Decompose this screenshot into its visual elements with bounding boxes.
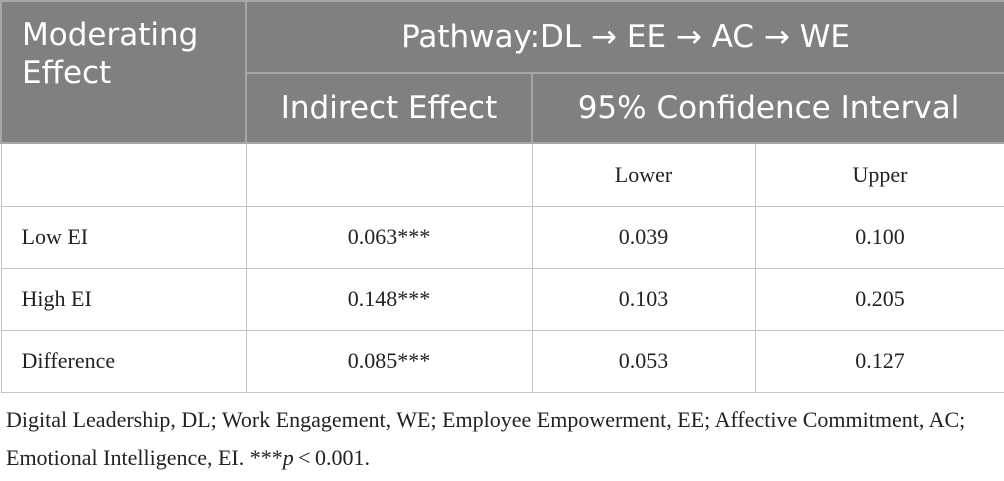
row-header: Moderating Effect — [0, 0, 247, 144]
value-cell: 0.103 — [531, 267, 756, 331]
value-cell: 0.148*** — [245, 267, 533, 331]
data-row: Difference 0.085*** 0.053 0.127 — [0, 329, 1004, 393]
ci-header: 95% Confidence Interval — [530, 72, 1004, 144]
value-cell: 0.085*** — [245, 329, 533, 393]
header-row: Moderating Effect Pathway:DL → EE → AC →… — [0, 0, 1004, 144]
empty-cell — [0, 142, 247, 207]
note-text: Digital Leadership, DL; Work Engagement,… — [6, 406, 966, 470]
pathway-title: Pathway:DL → EE → AC → WE — [244, 0, 1004, 74]
upper-header: Upper — [754, 142, 1004, 207]
row-label: Low EI — [0, 205, 247, 269]
note-italic: p — [282, 444, 294, 470]
data-row: High EI 0.148*** 0.103 0.205 — [0, 267, 1004, 331]
row-label: Difference — [0, 329, 247, 393]
data-row: Low EI 0.063*** 0.039 0.100 — [0, 205, 1004, 269]
value-cell: 0.039 — [531, 205, 756, 269]
header-row: Indirect Effect 95% Confidence Interval — [1, 72, 1004, 144]
footnote: Digital Leadership, DL; Work Engagement,… — [6, 401, 998, 477]
indirect-header: Indirect Effect — [245, 72, 533, 144]
lower-header: Lower — [531, 142, 756, 207]
value-cell: 0.205 — [754, 267, 1004, 331]
note-tail: < 0.001. — [293, 444, 370, 470]
value-cell: 0.053 — [531, 329, 756, 393]
subheader-row: Lower Upper — [0, 142, 1004, 207]
value-cell: 0.100 — [754, 205, 1004, 269]
results-table: Moderating Effect Pathway:DL → EE → AC →… — [0, 0, 1004, 393]
value-cell: 0.127 — [754, 329, 1004, 393]
row-label: High EI — [0, 267, 247, 331]
value-cell: 0.063*** — [245, 205, 533, 269]
empty-cell — [245, 142, 533, 207]
table-body: Low EI 0.063*** 0.039 0.100 High EI 0.148*** 0… — [0, 205, 1004, 393]
